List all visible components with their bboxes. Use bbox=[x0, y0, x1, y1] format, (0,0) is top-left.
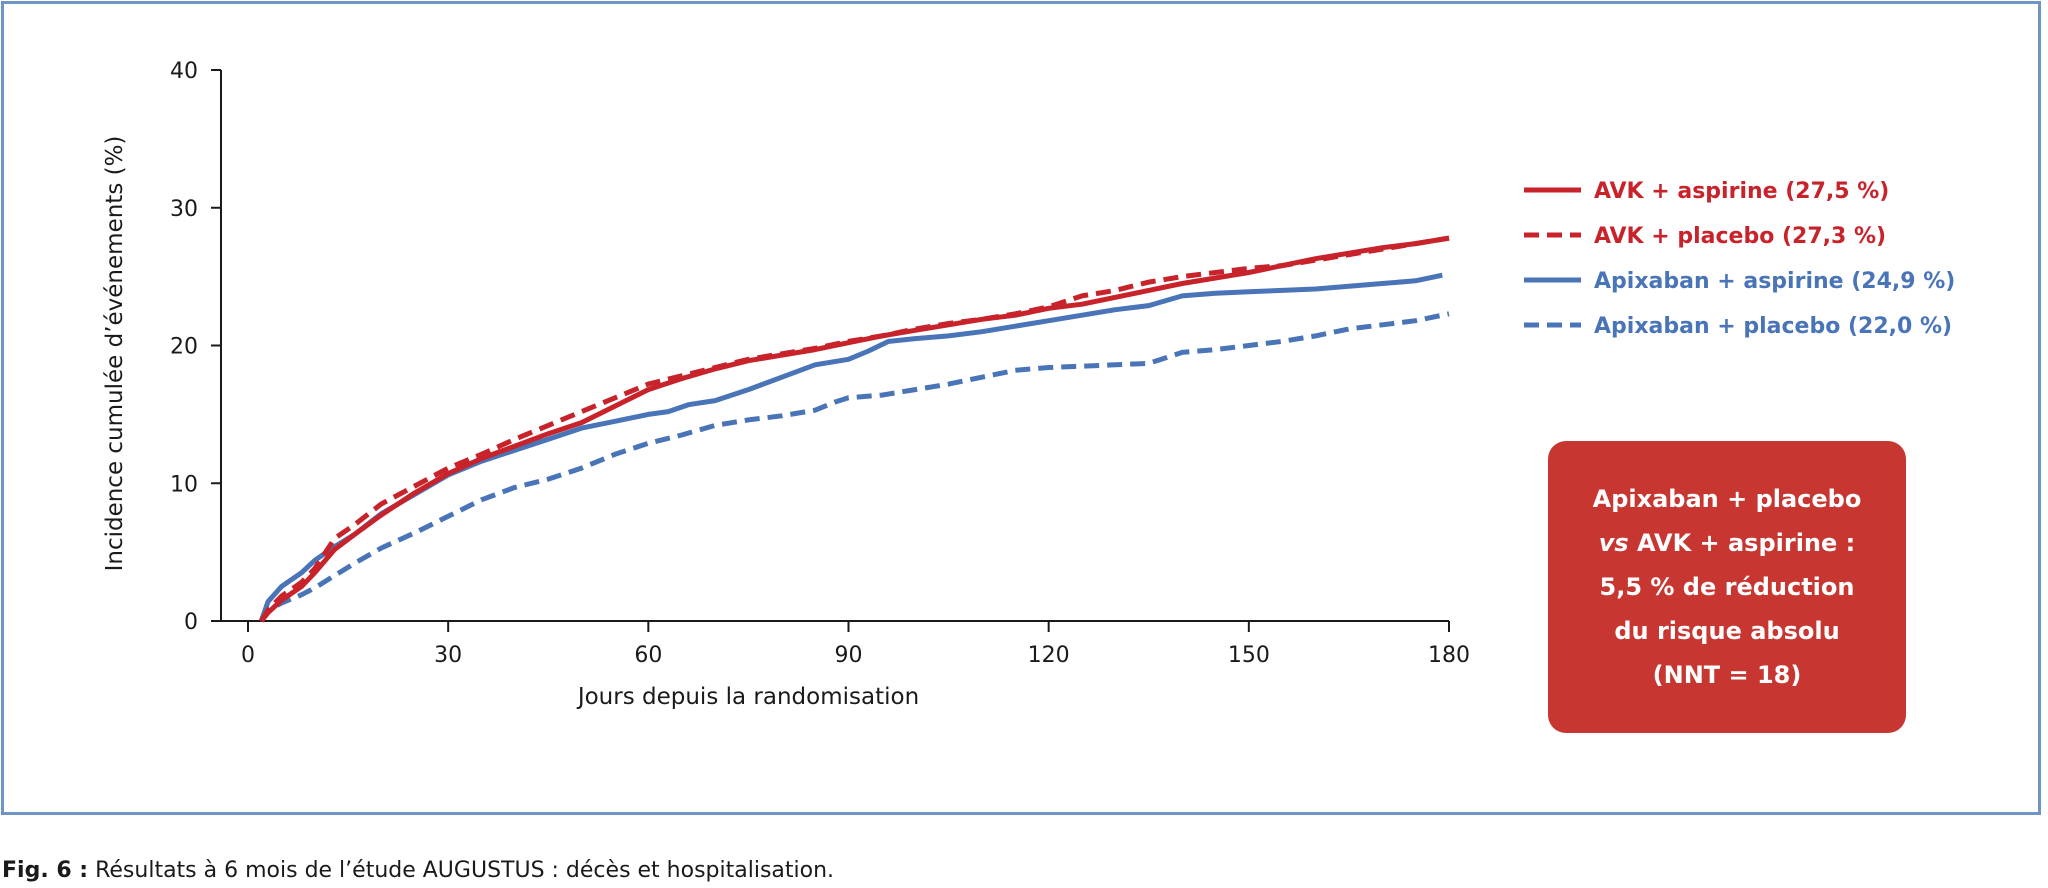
x-tick-label: 30 bbox=[434, 643, 462, 668]
series-line-4 bbox=[259, 311, 1450, 623]
series-line-1 bbox=[259, 235, 1450, 623]
callout-box: Apixaban + placebo vs AVK + aspirine : 5… bbox=[1548, 441, 1906, 733]
line-chart: 0 10 20 30 40 0 30 60 90 120 150 180 Jours depuis la… bbox=[102, 59, 1955, 710]
figure-caption: Fig. 6 : Résultats à 6 mois de l’étude A… bbox=[2, 858, 834, 883]
series-line-2 bbox=[259, 235, 1450, 623]
legend: AVK + aspirine (27,5 %) AVK + placebo (27… bbox=[1524, 179, 1955, 339]
x-tick-label: 150 bbox=[1228, 643, 1270, 668]
legend-label-4: Apixaban + placebo (22,0 %) bbox=[1594, 314, 1952, 339]
axes: 0 10 20 30 40 0 30 60 90 120 150 180 Jours depuis la… bbox=[102, 59, 1470, 710]
figure-frame: 0 10 20 30 40 0 30 60 90 120 150 180 Jours depuis la… bbox=[1, 1, 2041, 815]
legend-label-2: AVK + placebo (27,3 %) bbox=[1594, 224, 1886, 249]
legend-label-1: AVK + aspirine (27,5 %) bbox=[1594, 179, 1889, 204]
callout-line-2-rest: AVK + aspirine : bbox=[1628, 529, 1856, 557]
callout-line-4: du risque absolu bbox=[1614, 617, 1840, 645]
y-tick-label: 40 bbox=[170, 59, 198, 84]
x-axis-title: Jours depuis la randomisation bbox=[576, 684, 919, 710]
callout-line-1: Apixaban + placebo bbox=[1592, 485, 1862, 513]
callout-vs: vs bbox=[1598, 529, 1629, 557]
x-tick-label: 120 bbox=[1028, 643, 1070, 668]
y-axis-title: Incidence cumulée d’événements (%) bbox=[102, 136, 128, 572]
caption-text: Résultats à 6 mois de l’étude AUGUSTUS :… bbox=[88, 858, 835, 883]
x-tick-label: 0 bbox=[241, 643, 255, 668]
callout-line-2: vs AVK + aspirine : bbox=[1599, 521, 1856, 565]
x-tick-label: 60 bbox=[634, 643, 662, 668]
y-tick-label: 20 bbox=[170, 335, 198, 360]
y-tick-label: 0 bbox=[184, 610, 198, 635]
x-tick-label: 90 bbox=[835, 643, 863, 668]
callout-line-3: 5,5 % de réduction bbox=[1599, 573, 1855, 601]
series-line-3 bbox=[258, 272, 1443, 622]
callout-line-5: (NNT = 18) bbox=[1652, 661, 1802, 689]
y-tick-label: 30 bbox=[170, 197, 198, 222]
caption-label: Fig. 6 : bbox=[2, 858, 89, 883]
y-tick-label: 10 bbox=[170, 472, 198, 497]
legend-label-3: Apixaban + aspirine (24,9 %) bbox=[1594, 269, 1955, 294]
x-tick-label: 180 bbox=[1428, 643, 1470, 668]
series-layer bbox=[258, 235, 1450, 623]
